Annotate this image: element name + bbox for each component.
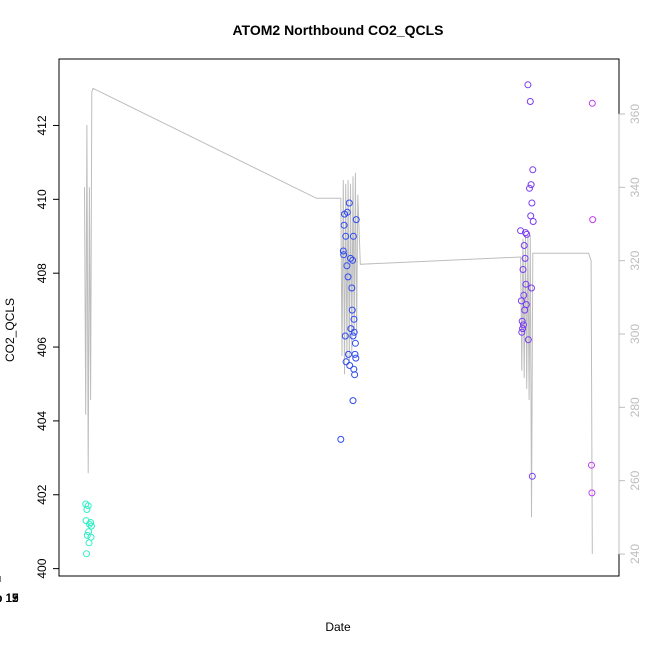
y-tick-label: 400: [35, 558, 49, 578]
scatter-point: [342, 232, 350, 240]
scatter-point: [87, 519, 95, 526]
scatter-point: [349, 397, 357, 405]
x-tick-label: Feb 11: [0, 591, 19, 605]
y-axis-label: CO2_QCLS: [3, 298, 17, 362]
scatter-point: [350, 315, 358, 323]
scatter-point: [343, 262, 351, 270]
scatter-point: [527, 181, 535, 189]
scatter-point: [85, 539, 93, 547]
scatter-point: [351, 339, 359, 347]
scatter-point: [337, 435, 345, 443]
y2-tick-label: 320: [628, 250, 642, 270]
scatter-point: [528, 284, 535, 292]
scatter-point: [84, 502, 92, 510]
scatter-point: [522, 229, 529, 237]
scatter-point: [528, 199, 536, 207]
x-axis-label: Date: [325, 620, 351, 634]
scatter-point: [343, 208, 351, 216]
line-series-layer: [84, 87, 593, 555]
scatter-point: [589, 216, 597, 224]
scatter-point: [517, 297, 525, 305]
y-tick-label: 404: [35, 411, 49, 431]
y-tick-label: 402: [35, 484, 49, 504]
scatter-point: [519, 325, 527, 333]
scatter-point: [350, 328, 358, 336]
scatter-point: [522, 280, 530, 288]
scatter-point: [524, 81, 532, 89]
scatter-points-layer: [82, 81, 597, 558]
scatter-point: [83, 550, 90, 558]
scatter-point: [352, 354, 360, 362]
scatter-point: [340, 221, 348, 229]
axes-layer: Feb 11Feb 13Feb 15Feb 17Feb 19 400 402 404 4…: [0, 104, 642, 605]
y-tick-label: 410: [35, 189, 49, 209]
scatter-point: [83, 531, 91, 539]
scatter-point: [520, 291, 528, 299]
scatter-point: [519, 266, 527, 273]
scatter-point: [339, 247, 347, 255]
x-tick-label: Feb 13: [0, 591, 19, 605]
scatter-point: [527, 212, 535, 220]
scatter-point: [518, 317, 526, 325]
scatter-point: [352, 216, 360, 224]
scatter-point: [521, 254, 529, 262]
scatter-point: [348, 306, 356, 314]
scatter-point: [529, 166, 537, 174]
scatter-point: [347, 254, 354, 262]
scatter-point: [83, 506, 91, 513]
scatter-point: [526, 98, 534, 105]
scatter-point: [348, 284, 356, 292]
y2-tick-label: 260: [628, 470, 642, 490]
scatter-point: [87, 522, 95, 530]
scatter-point: [588, 99, 596, 107]
x-tick-label: Feb 17: [0, 591, 19, 605]
scatter-point: [349, 256, 357, 264]
scatter-point: [349, 332, 357, 340]
scatter-point: [523, 230, 531, 238]
y2-tick-label: 360: [628, 104, 642, 124]
y2-tick-label: 340: [628, 177, 642, 197]
scatter-point: [340, 251, 348, 259]
scatter-point: [85, 520, 93, 528]
y2-tick-label: 240: [628, 544, 642, 564]
x-tick-label: Feb 15: [0, 591, 19, 605]
scatter-point: [349, 232, 357, 240]
y-tick-label: 412: [35, 115, 49, 135]
scatter-point: [341, 332, 349, 340]
y2-tick-label: 280: [628, 397, 642, 417]
y-tick-label: 406: [35, 337, 49, 357]
scatter-point: [524, 336, 532, 344]
scatter-point: [351, 350, 359, 358]
scatter-point: [528, 472, 536, 480]
scatter-point: [526, 184, 533, 192]
y-tick-label: 408: [35, 263, 49, 283]
scatter-point: [529, 218, 537, 225]
scatter-point: [588, 489, 596, 497]
scatter-point: [346, 362, 354, 369]
scatter-point: [351, 371, 359, 379]
chart-title: ATOM2 Northbound CO2_QCLS: [232, 22, 443, 38]
x-tick-label: Feb 19: [0, 591, 19, 605]
line-series: [84, 87, 593, 555]
scatter-point: [588, 461, 595, 469]
scatter-point: [342, 358, 350, 366]
y2-tick-label: 300: [628, 324, 642, 344]
scatter-point: [521, 306, 529, 314]
scatter-point: [518, 328, 526, 336]
scatter-point: [520, 242, 528, 249]
scatter-point: [345, 199, 353, 207]
scatter-point: [344, 273, 352, 281]
scatter-point: [519, 321, 527, 329]
